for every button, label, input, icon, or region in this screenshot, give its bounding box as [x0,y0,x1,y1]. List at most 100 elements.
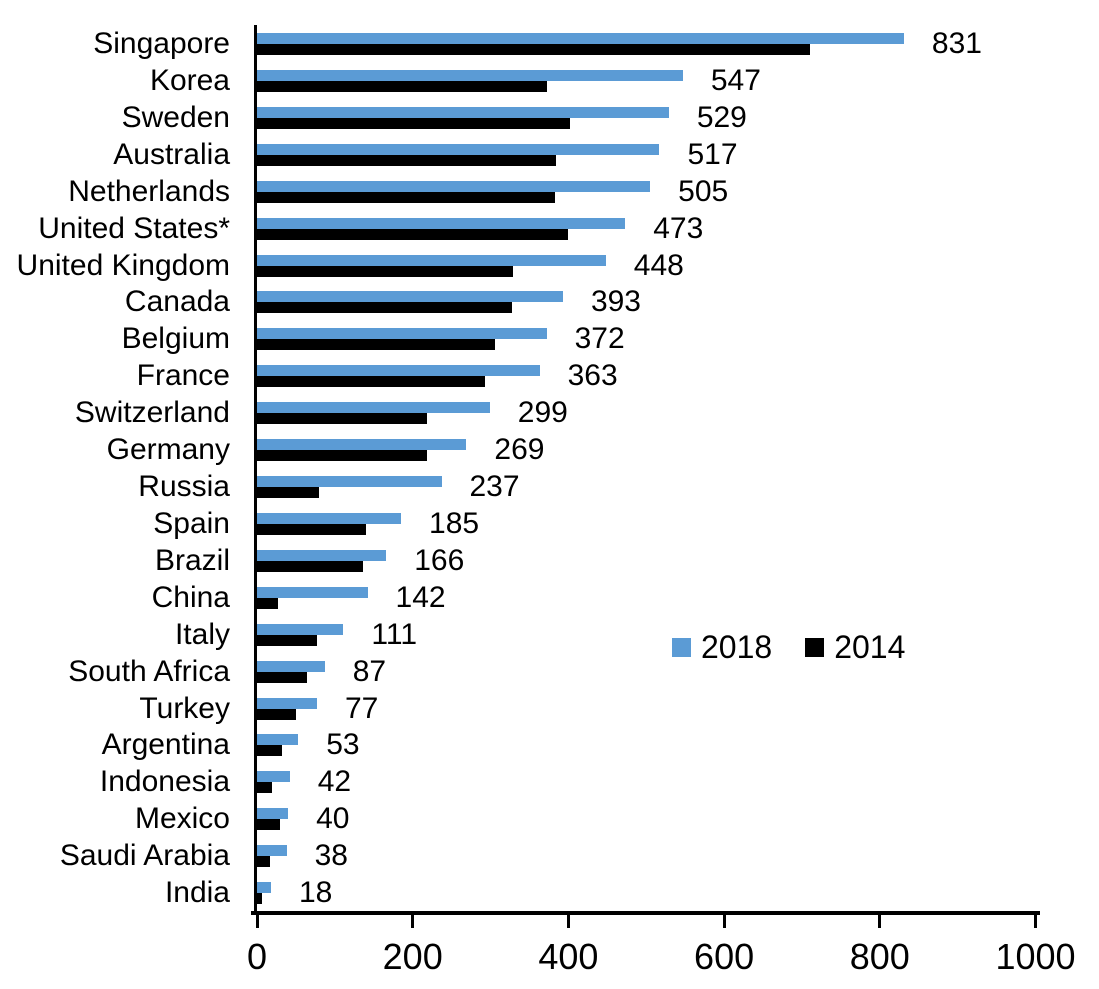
x-axis-tick-label: 600 [694,936,755,977]
chart-row: Spain 185 [0,505,1099,542]
value-label-2018: 87 [352,654,387,688]
value-label-2018: 237 [469,470,520,504]
bar-2014 [257,339,496,351]
value-label-2018: 372 [574,322,625,356]
value-label-2018: 448 [633,248,684,282]
value-label-2018: 505 [678,174,729,208]
category-label: South Africa [68,654,230,688]
y-axis-line [254,25,257,912]
legend-item-2014: 2014 [805,629,905,666]
bar-2014 [257,487,319,499]
category-label: India [164,876,230,910]
bar-2018 [257,439,467,451]
bar-2018 [257,845,287,857]
x-axis-tick-label: 800 [849,936,910,977]
bar-2014 [257,376,486,388]
category-label: Singapore [93,27,230,60]
bar-2014 [257,745,282,757]
chart-row: Switzerland 299 [0,394,1099,431]
chart-row: Saudi Arabia 38 [0,837,1099,874]
chart-row: Mexico 40 [0,800,1099,837]
chart-row: Indonesia 42 [0,763,1099,800]
x-axis-tick-mark [566,915,570,928]
chart-row: Australia 517 [0,136,1099,173]
value-label-2018: 363 [567,359,618,393]
bar-2014 [257,191,556,203]
bar-2018 [257,33,904,44]
bar-2018 [257,660,325,672]
category-label: Brazil [154,543,230,577]
bar-2014 [257,893,262,905]
bar-2014 [257,856,271,868]
bar-2018 [257,808,289,820]
value-label-2018: 53 [326,728,360,762]
category-label: United States* [38,211,230,245]
category-label: Turkey [139,691,230,725]
chart-row: Belgium 372 [0,320,1099,357]
x-axis-tick-mark [722,915,726,928]
x-axis-tick-mark [1034,915,1037,928]
category-label: Russia [138,470,230,504]
bar-2018 [257,549,387,561]
x-axis-tick-label: 400 [538,936,599,977]
category-label: Mexico [134,802,230,836]
bar-2018 [257,143,660,155]
chart-row: Turkey 77 [0,690,1099,727]
bar-2018 [257,69,683,81]
value-label-2018: 547 [710,63,761,97]
bar-2018 [257,402,490,414]
x-axis-tick-label: 0 [246,936,268,977]
legend-item-2018: 2018 [672,629,772,666]
bar-2018 [257,771,290,783]
bar-2018 [257,623,344,635]
bar-2018 [257,217,626,229]
chart-row: Netherlands 505 [0,173,1099,210]
bar-2018 [257,882,271,894]
bar-2014 [257,302,512,314]
value-label-2018: 831 [931,27,982,60]
bar-2014 [257,634,317,646]
chart-row: Germany 269 [0,431,1099,468]
bar-2018 [257,180,651,192]
chart-row: India 18 [0,874,1099,911]
bar-2014 [257,228,568,240]
value-label-2018: 473 [653,211,704,245]
category-label: Korea [149,63,230,97]
bar-2018 [257,586,368,598]
legend-swatch-2014 [805,638,825,657]
value-label-2018: 42 [317,765,352,799]
bar-2014 [257,117,570,129]
legend-label-2014: 2014 [834,629,906,665]
legend-label-2018: 2018 [701,629,773,665]
value-label-2018: 529 [696,100,747,134]
value-label-2018: 142 [395,580,446,614]
bar-2014 [257,80,547,92]
category-label: Belgium [121,322,230,356]
x-axis-tick-mark [411,915,415,928]
chart-row: United Kingdom 448 [0,247,1099,284]
bar-2014 [257,782,272,794]
chart-row: South Africa 87 [0,653,1099,690]
bar-2014 [257,671,307,683]
bar-2014 [257,413,428,425]
bar-2018 [257,254,606,266]
bar-2014 [257,708,296,720]
x-axis-tick-mark [878,915,882,928]
value-label-2018: 269 [494,433,545,467]
x-axis-tick-label: 200 [382,936,443,977]
category-label: Saudi Arabia [59,839,230,873]
bar-2014 [257,560,363,572]
bar-2018 [257,365,540,377]
bar-2014 [257,450,427,462]
chart-row: Canada 393 [0,283,1099,320]
bar-2018 [257,697,317,709]
x-axis-tick-mark [255,915,259,928]
bar-2018 [257,734,299,746]
value-label-2018: 111 [371,617,418,651]
chart-row: Singapore 831 [0,25,1099,62]
category-label: Switzerland [74,396,230,430]
chart-row: Italy 111 [0,616,1099,653]
value-label-2018: 517 [687,137,738,171]
category-label: Sweden [121,100,230,134]
